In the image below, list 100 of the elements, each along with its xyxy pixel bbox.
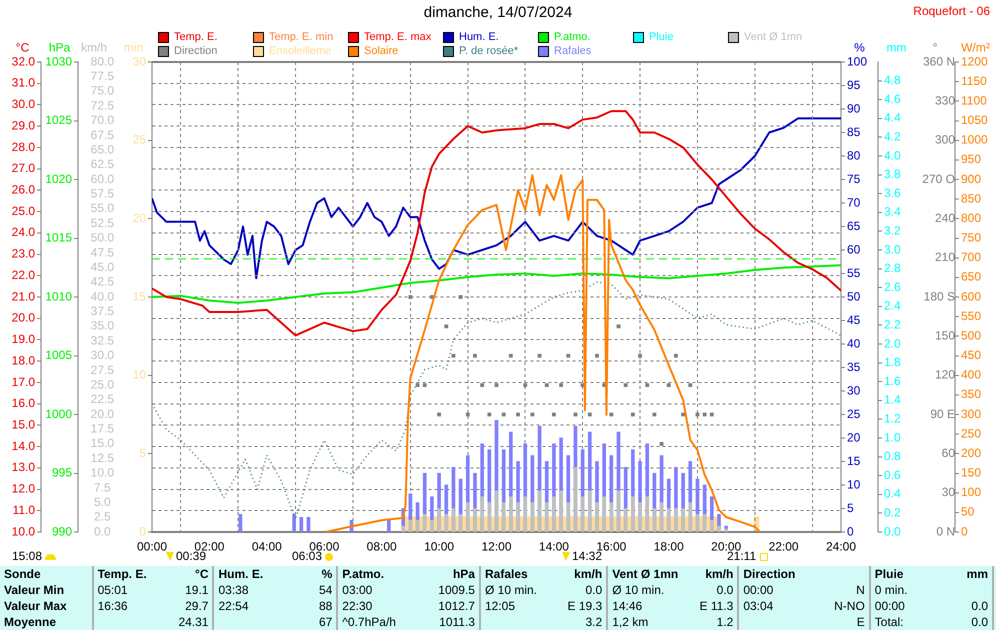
y-tick-label: 150 [934, 328, 956, 342]
legend-label: Pluie [649, 31, 674, 43]
bar [724, 528, 728, 532]
y2-tick-label: 800 [961, 210, 982, 225]
y2-tick-label: 30 [847, 383, 861, 398]
y2-tick-label: 1005 [45, 348, 72, 362]
y2-tick-label: 20 [847, 430, 861, 444]
y3-tick-label: 4.8 [884, 73, 902, 88]
text: 15:08 [12, 549, 44, 563]
y-axis-title: ° [932, 40, 938, 54]
y3-tick-label: 2.4 [884, 298, 902, 313]
legend-label: Temp. E. [174, 31, 218, 43]
y2-tick-label: 1200 [961, 54, 988, 68]
y3-tick-label: 42.5 [90, 274, 114, 289]
point [688, 383, 692, 388]
point [473, 354, 477, 358]
y-tick-label: 330 [934, 93, 956, 108]
point [574, 412, 578, 416]
y3-tick-label: 70.0 [90, 113, 114, 128]
y2-tick-label: 1020 [45, 172, 72, 186]
y3-tick-label: 57.5 [90, 186, 114, 200]
y2-tick-label: 350 [961, 387, 982, 402]
y-tick-label: 60 [942, 446, 956, 460]
point [494, 383, 498, 388]
x-tick-label: 22:00 [768, 540, 799, 554]
bar [610, 502, 614, 532]
y2-tick-label: 1010 [45, 289, 72, 304]
point [516, 412, 520, 416]
bar [437, 508, 441, 532]
point [674, 354, 678, 358]
text: Roquefort - 06 [913, 4, 990, 18]
bar [602, 496, 606, 532]
y-tick-label: 180 S [924, 289, 955, 304]
y3-tick-label: 0.8 [884, 449, 902, 464]
y3-tick-label: 47.5 [90, 245, 114, 260]
y-tick-label: 28.0 [12, 140, 36, 154]
y3-tick-label: 25.0 [90, 377, 114, 392]
x-tick-label: 08:00 [366, 540, 398, 554]
y-tick-label: 360 N [922, 54, 955, 68]
y3-tick-label: 75.0 [90, 84, 114, 98]
point [544, 383, 549, 388]
point [638, 354, 642, 358]
y2-tick-label: 90 [847, 101, 861, 116]
y2-tick-label: 150 [961, 466, 982, 480]
y2-tick-label: 1050 [961, 113, 988, 128]
y3-tick-label: 72.5 [90, 98, 114, 112]
y-tick-label: 30 [132, 54, 146, 68]
y3-tick-label: 52.5 [90, 216, 114, 230]
y3-tick-label: 1.0 [884, 430, 902, 444]
y2-tick-label: 40 [847, 336, 861, 350]
y3-tick-label: 10.0 [90, 466, 114, 480]
y2-tick-label: 55 [847, 266, 861, 280]
point [508, 354, 513, 358]
y2-tick-label: 400 [961, 368, 982, 382]
y3-tick-label: 12.5 [90, 450, 114, 465]
legend-label: Rafales [554, 45, 592, 57]
y3-tick-label: 40.0 [90, 289, 114, 304]
y2-tick-label: 100 [961, 485, 982, 500]
bar [652, 508, 656, 532]
x-tick-label: 00:00 [136, 540, 168, 554]
bar [552, 496, 556, 532]
y-tick-label: 0 N [936, 524, 955, 538]
y3-tick-label: 15.0 [90, 436, 114, 450]
y2-tick-label: 75 [847, 172, 861, 186]
y-tick-label: 29.0 [12, 118, 36, 132]
y2-tick-label: 600 [961, 289, 982, 304]
y-tick-label: 120 [934, 368, 956, 382]
point [652, 412, 656, 416]
y2-tick-label: 500 [961, 328, 982, 342]
y2-tick-label: 100 [847, 54, 868, 68]
y3-tick-label: 65.0 [90, 142, 114, 156]
y-tick-label: 210 [934, 250, 956, 264]
y3-tick-label: 4.6 [884, 92, 902, 106]
y3-tick-label: 1.4 [884, 392, 902, 407]
bar [401, 526, 406, 532]
y2-tick-label: 80 [847, 148, 861, 162]
y-tick-label: 17.0 [12, 374, 36, 389]
y3-tick-label: 30.0 [90, 348, 114, 362]
bar [674, 508, 678, 532]
bar [238, 514, 242, 532]
bar [422, 514, 427, 532]
point [480, 383, 484, 388]
bar [580, 496, 584, 532]
bar [710, 520, 714, 532]
y-tick-label: 15 [132, 289, 146, 304]
bar [408, 520, 412, 532]
point [487, 412, 492, 416]
y2-tick-label: 60 [847, 242, 861, 256]
y-tick-label: 300 [934, 132, 956, 147]
y2-tick-label: 35 [847, 360, 861, 374]
y2-tick-label: 200 [961, 446, 982, 460]
legend-label: Hum. E. [459, 31, 499, 43]
point [444, 324, 448, 328]
y2-tick-label: 750 [961, 230, 982, 245]
y2-tick-label: 50 [847, 289, 861, 304]
y2-tick-label: 900 [961, 172, 982, 186]
y3-tick-label: 2.2 [884, 318, 902, 332]
y2-tick-label: 95 [847, 78, 861, 92]
point [702, 412, 707, 416]
bar [588, 490, 592, 532]
